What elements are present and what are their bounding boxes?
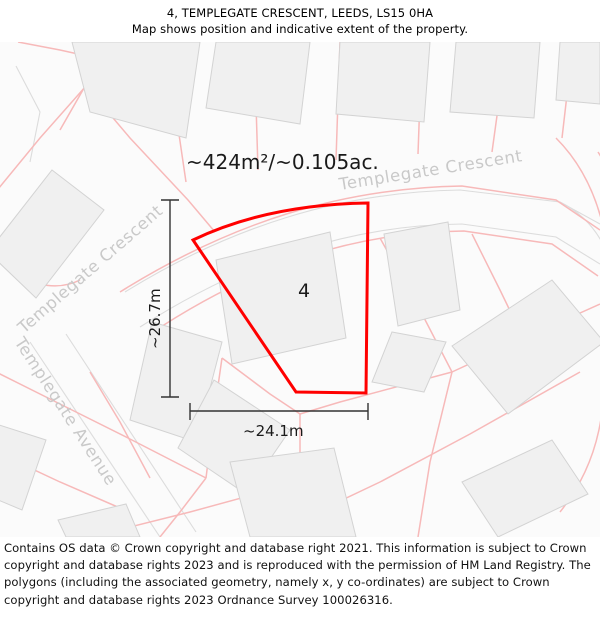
parcel-line-25 [221,357,301,415]
road-crescent-north-edge [124,189,600,293]
road-crescent-right-turn [559,201,600,240]
map-canvas[interactable]: Templegate Crescent Templegate Crescent … [0,42,600,537]
dimension-label-horizontal: ~24.1m [243,422,304,440]
dimension-label-vertical: ~26.7m [146,288,164,349]
building-14 [229,447,357,537]
plot-number-label: 4 [298,280,310,302]
road-avenue-west-edge [29,341,161,537]
building-1 [71,42,201,139]
building-7 [215,231,347,365]
parcel-line-15 [417,371,453,537]
footer-text: Contains OS data © Crown copyright and d… [4,541,591,607]
building-3 [335,42,431,123]
building-15 [0,424,47,511]
building-13 [461,439,589,537]
building-footprints [0,42,600,537]
building-16 [57,503,141,537]
building-6 [0,169,105,299]
footer-attribution: Contains OS data © Crown copyright and d… [0,537,600,625]
map-svg: Templegate Crescent Templegate Crescent … [0,42,600,537]
parcel-line-26 [89,371,151,479]
area-label: ~424m²/~0.105ac. [186,150,379,174]
parcel-line-21 [0,373,207,479]
header: 4, TEMPLEGATE CRESCENT, LEEDS, LS15 0HA … [0,0,600,42]
page-subtitle: Map shows position and indicative extent… [131,22,469,36]
building-4 [449,42,541,119]
parcel-line-23 [159,477,207,537]
building-11 [371,331,447,393]
building-2 [205,42,311,125]
page-title: 4, TEMPLEGATE CRESCENT, LEEDS, LS15 0HA [166,6,434,20]
dimension-lines [161,199,369,420]
property-boundary-polygon[interactable] [190,201,370,395]
parcel-line-4 [0,85,87,188]
building-10 [383,221,461,327]
parcel-arc-east-1 [555,137,600,218]
road-avenue-east-edge [65,333,197,533]
building-5 [555,42,600,105]
building-12 [451,279,600,415]
